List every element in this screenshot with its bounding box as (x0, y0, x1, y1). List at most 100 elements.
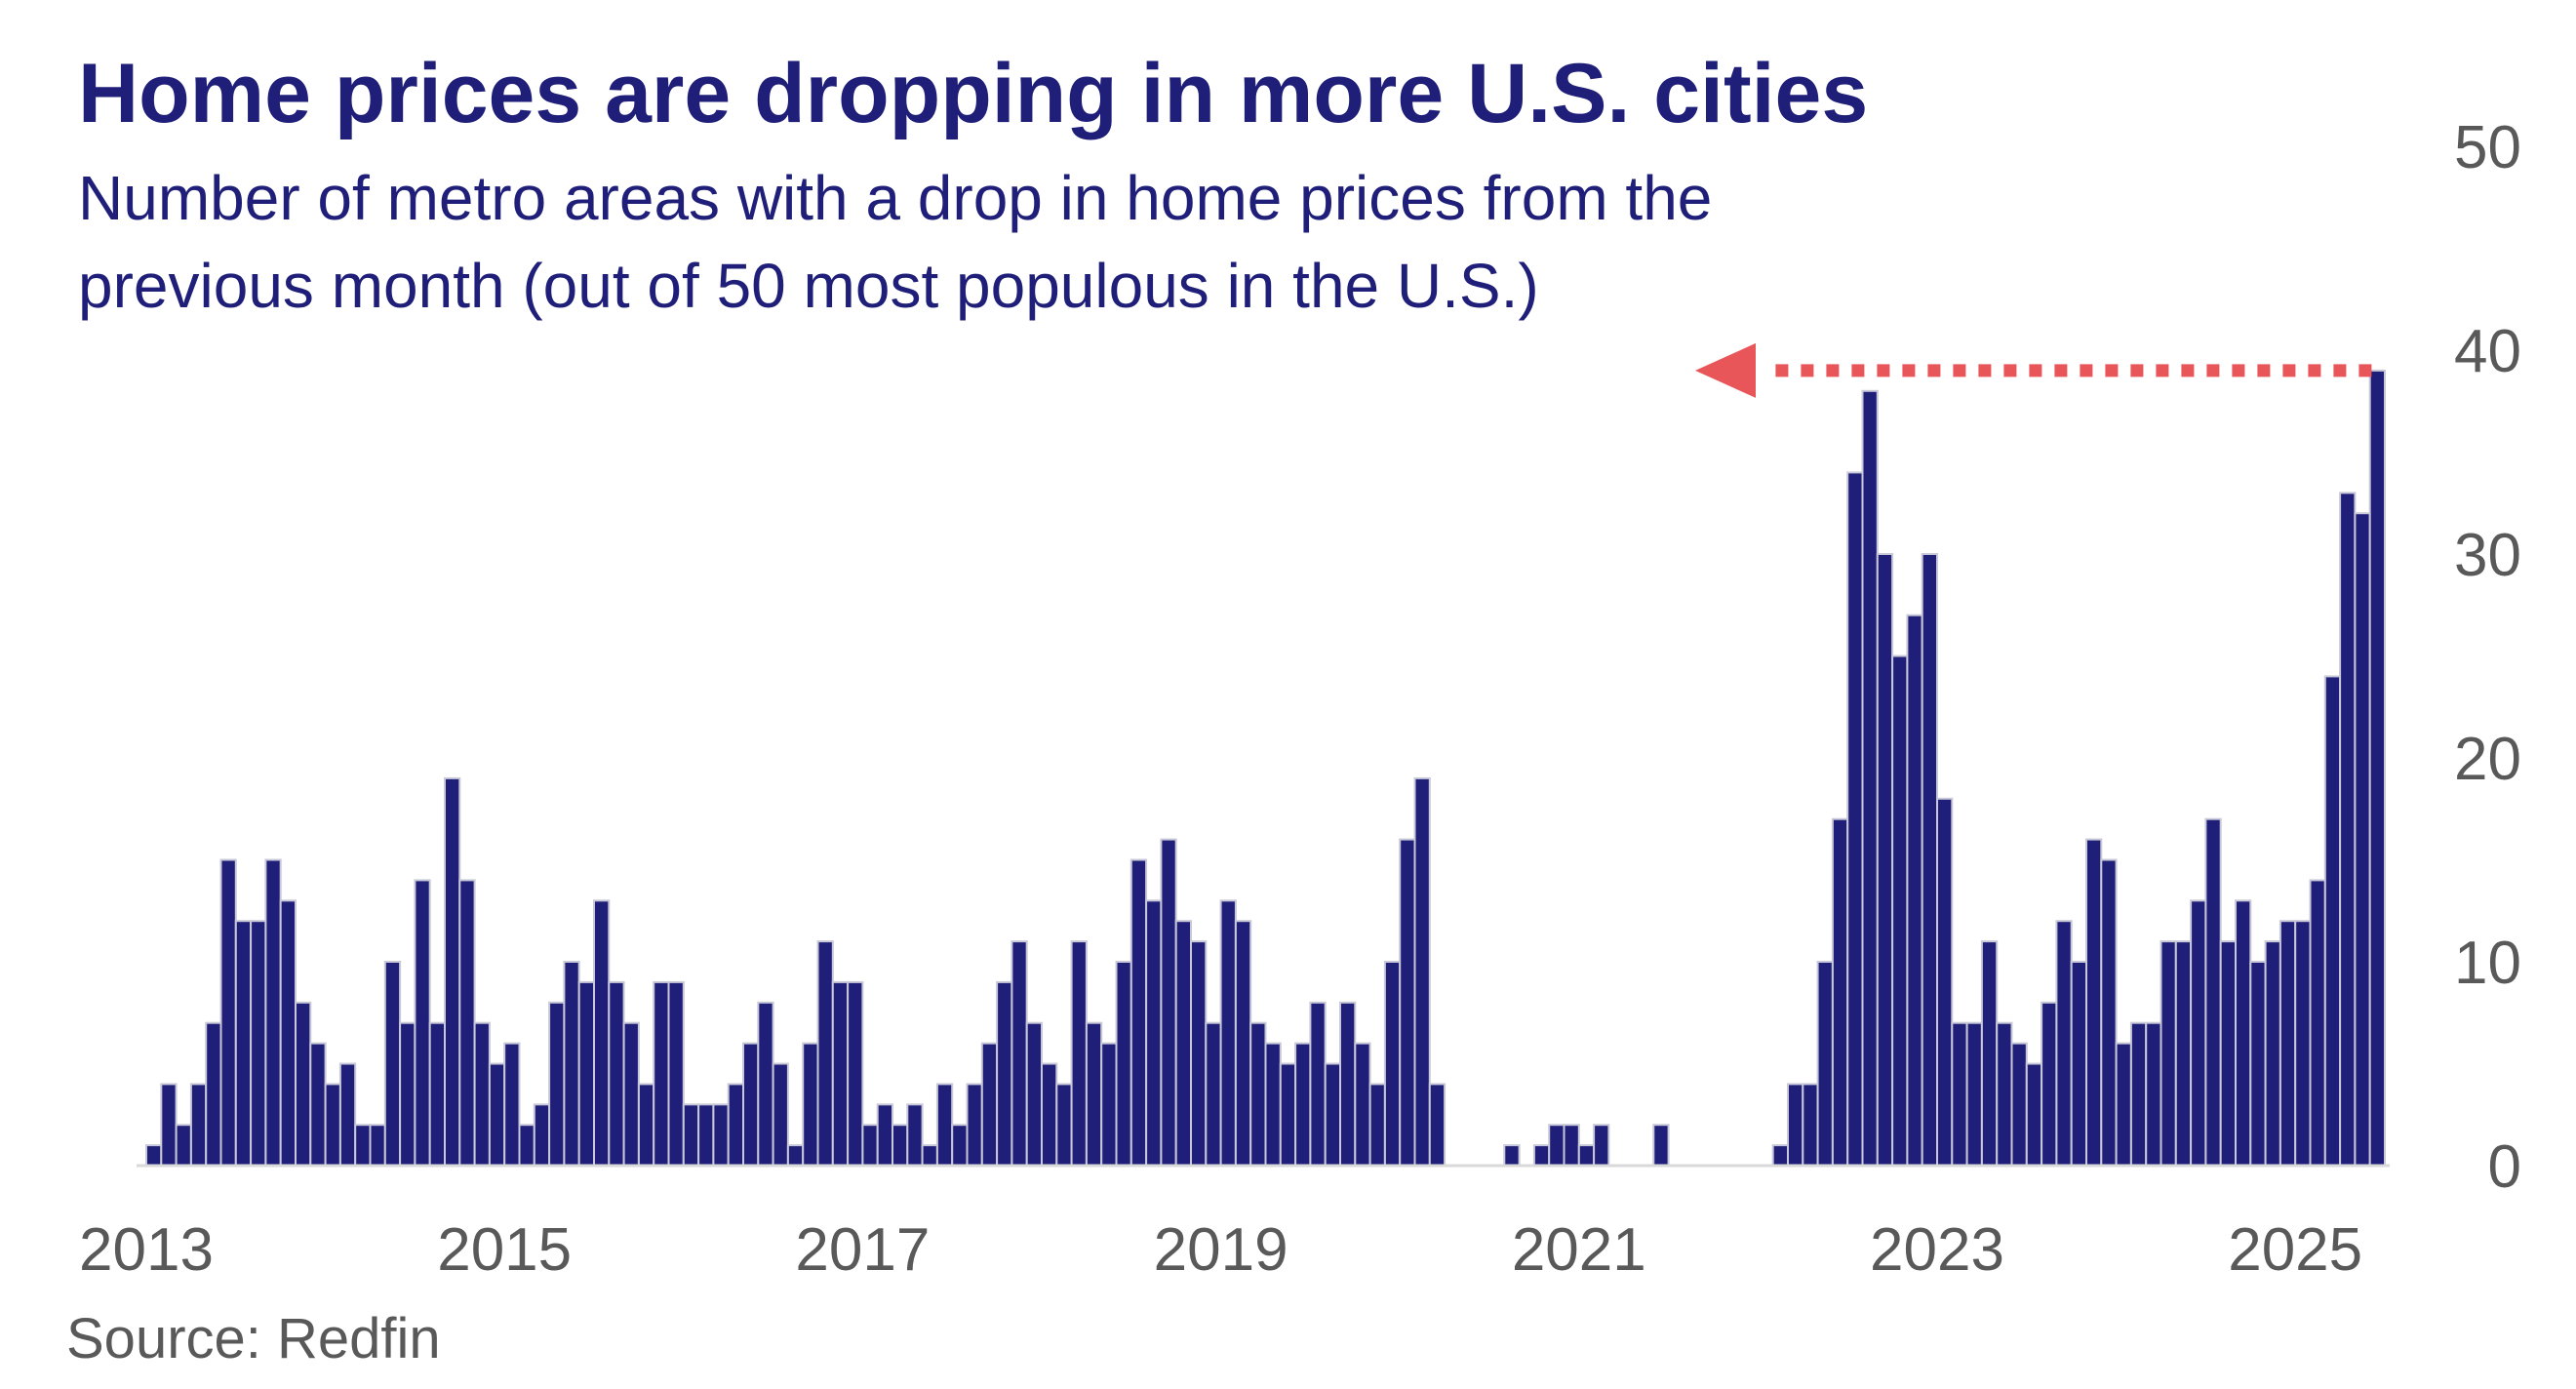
bar (1383, 961, 1402, 1167)
bar (1802, 1083, 1819, 1168)
bar (1129, 858, 1148, 1167)
bar (563, 961, 580, 1167)
bar (727, 1083, 745, 1168)
bar (1846, 471, 1864, 1167)
y-tick-label: 10 (2454, 930, 2521, 997)
bar (2010, 1042, 2028, 1167)
bar (2235, 899, 2252, 1167)
bar (1428, 1083, 1447, 1168)
bar (667, 980, 685, 1168)
bar (2219, 940, 2237, 1167)
bar (2204, 817, 2222, 1167)
y-tick-label: 20 (2454, 726, 2521, 793)
bar (1324, 1062, 1341, 1167)
bar (205, 1021, 222, 1167)
bar (1339, 1001, 1357, 1168)
bar (2323, 675, 2342, 1168)
bar (847, 980, 864, 1168)
bar (234, 920, 253, 1168)
bar (697, 1103, 715, 1168)
bar (145, 1144, 163, 1167)
bar (951, 1124, 969, 1167)
bar (1906, 614, 1923, 1167)
bar (175, 1124, 192, 1167)
bar (1563, 1124, 1580, 1167)
bar (2368, 369, 2386, 1167)
bar (2309, 879, 2326, 1168)
bar (1190, 940, 1208, 1167)
bar (383, 961, 402, 1167)
bar (1041, 1062, 1058, 1167)
bar (876, 1103, 894, 1168)
bar (279, 899, 297, 1167)
x-axis-ticks: 2013 2015 2017 2019 2021 2023 2025 (79, 1216, 2362, 1284)
bar (369, 1124, 386, 1167)
bar (2025, 1062, 2043, 1167)
chart-subtitle-line-2: previous month (out of 50 most populous … (78, 251, 1539, 321)
bar (608, 980, 625, 1168)
bar (622, 1021, 640, 1167)
bar (1249, 1021, 1267, 1167)
bar (264, 858, 282, 1167)
bar (1115, 961, 1132, 1167)
bar (1011, 940, 1028, 1167)
bar (250, 920, 267, 1168)
bar (2100, 858, 2118, 1167)
bar (2041, 1001, 2058, 1168)
bar (1279, 1062, 1297, 1167)
bar (921, 1144, 938, 1167)
bar (653, 980, 670, 1168)
bar (414, 879, 431, 1168)
bar (1174, 920, 1192, 1168)
bar (577, 980, 596, 1168)
bar (2354, 512, 2371, 1167)
bar (2085, 838, 2103, 1167)
bar (712, 1103, 730, 1168)
bar (518, 1124, 535, 1167)
bar (593, 899, 611, 1167)
bar (861, 1124, 879, 1167)
bar (1145, 899, 1163, 1167)
bar (1294, 1042, 1312, 1167)
x-tick-label: 2023 (1870, 1216, 2004, 1284)
bar (2160, 940, 2177, 1167)
bar (772, 1062, 789, 1167)
bar (966, 1083, 983, 1168)
chart-title: Home prices are dropping in more U.S. ci… (78, 47, 1868, 140)
bar (2190, 899, 2207, 1167)
bar (458, 879, 476, 1168)
bar (757, 1001, 774, 1168)
bar (980, 1042, 999, 1167)
bar (831, 980, 850, 1168)
bar (473, 1021, 491, 1167)
bar (548, 1001, 566, 1168)
bar (1234, 920, 1252, 1168)
x-tick-label: 2025 (2228, 1216, 2362, 1284)
bar (533, 1103, 551, 1168)
bar (1025, 1021, 1043, 1167)
chart-subtitle-line-1: Number of metro areas with a drop in hom… (78, 163, 1712, 233)
bar (637, 1083, 655, 1168)
bar (742, 1042, 760, 1167)
bar (996, 980, 1013, 1168)
bar (2249, 961, 2267, 1167)
bar (1309, 1001, 1327, 1168)
bar (682, 1103, 700, 1168)
bar (1816, 961, 1834, 1167)
y-tick-label: 50 (2454, 114, 2521, 181)
bar (1503, 1144, 1521, 1167)
bar (1593, 1124, 1610, 1167)
x-tick-label: 2019 (1154, 1216, 1288, 1284)
source-note: Source: Redfin (66, 1307, 441, 1370)
bar (1951, 1021, 1968, 1167)
bar (444, 776, 461, 1168)
bar (1100, 1042, 1118, 1167)
bar (354, 1124, 372, 1167)
bar (1055, 1083, 1073, 1168)
bar (324, 1083, 341, 1168)
y-tick-label: 30 (2454, 522, 2521, 589)
bar (1577, 1144, 1596, 1167)
bar (1085, 1021, 1103, 1167)
bar (802, 1042, 819, 1167)
bar (935, 1083, 954, 1168)
